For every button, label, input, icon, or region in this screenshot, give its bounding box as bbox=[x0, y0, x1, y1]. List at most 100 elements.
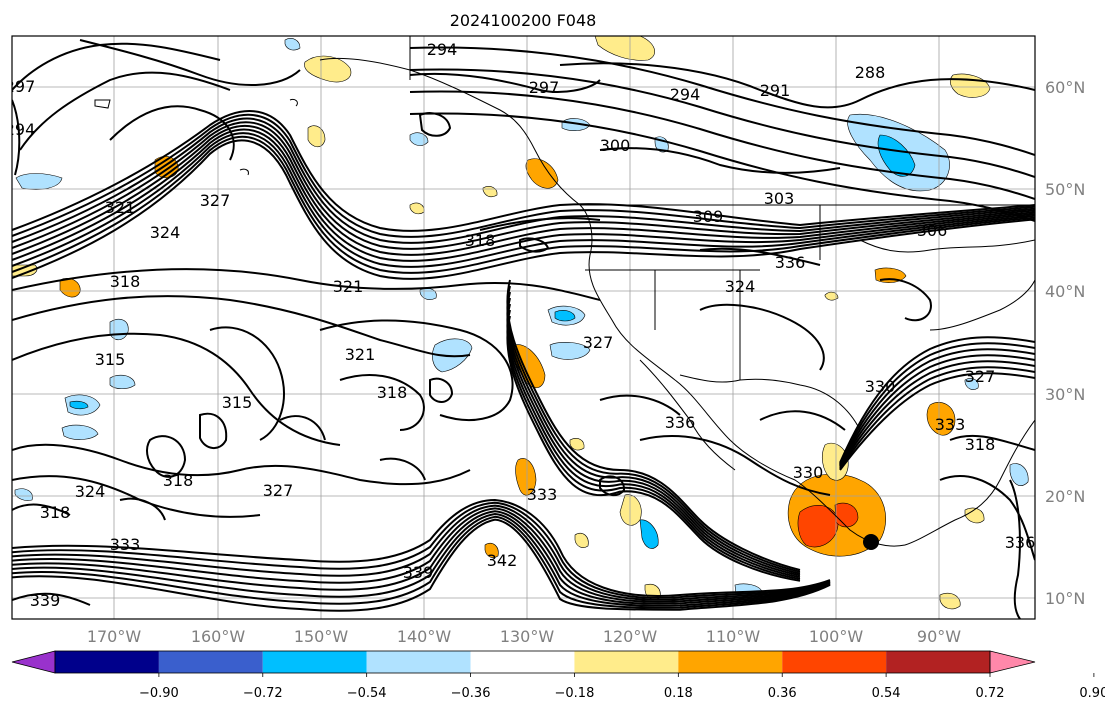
contour-line bbox=[12, 504, 831, 601]
contour-label: 315 bbox=[222, 393, 253, 412]
colorbar-segment bbox=[470, 651, 575, 673]
contour-line bbox=[479, 217, 601, 231]
contour-line bbox=[599, 475, 625, 496]
contour-label: 318 bbox=[110, 272, 141, 291]
lat-label: 20°N bbox=[1045, 487, 1085, 506]
shade-blob bbox=[939, 592, 961, 610]
colorbar bbox=[11, 650, 1036, 674]
contour-line bbox=[418, 112, 452, 137]
shade-blob bbox=[549, 341, 591, 360]
contour-line bbox=[12, 139, 1035, 280]
contour-label: 342 bbox=[487, 551, 518, 570]
shade-blob bbox=[409, 132, 429, 146]
contour-line bbox=[409, 46, 1035, 156]
shade-blob bbox=[926, 401, 956, 436]
contour-label: 294 bbox=[427, 40, 458, 59]
contour-line bbox=[199, 412, 228, 449]
colorbar-tick-label: 0.72 bbox=[976, 686, 1005, 701]
colorbar-extend-low bbox=[11, 650, 56, 674]
contour-line bbox=[839, 348, 1035, 466]
colorbar-tick-label: −0.90 bbox=[139, 686, 179, 701]
contour-line bbox=[12, 121, 1035, 250]
contour-line bbox=[519, 237, 550, 253]
contour-line bbox=[839, 372, 1035, 471]
contour-line bbox=[839, 336, 1035, 464]
contour-line bbox=[409, 68, 1035, 178]
contour-label: 333 bbox=[527, 485, 558, 504]
contour-line bbox=[12, 507, 831, 603]
shade-blob bbox=[284, 38, 301, 51]
contour-line bbox=[12, 503, 71, 516]
contour-line bbox=[12, 113, 1035, 238]
contour-line bbox=[12, 498, 831, 597]
contour-label: 327 bbox=[263, 481, 294, 500]
colorbar-segment bbox=[782, 651, 887, 673]
contour-line bbox=[639, 435, 831, 496]
colorbar-tick-label: −0.54 bbox=[347, 686, 387, 701]
contour-line bbox=[839, 354, 1035, 467]
contour-line bbox=[409, 112, 1035, 222]
contour-label: 318 bbox=[965, 435, 996, 454]
shade-blob bbox=[515, 458, 537, 496]
contour-line bbox=[506, 297, 801, 577]
contour-line bbox=[759, 410, 846, 431]
contour-line bbox=[339, 374, 425, 431]
contour-line bbox=[12, 501, 831, 599]
colorbar-segment bbox=[158, 651, 263, 673]
shade-blob bbox=[877, 134, 916, 177]
contour-label: 336 bbox=[665, 413, 696, 432]
contour-label: 303 bbox=[764, 189, 795, 208]
contour-line bbox=[12, 99, 21, 176]
contour-label: 336 bbox=[1005, 533, 1036, 552]
lon-label: 140°W bbox=[397, 627, 452, 646]
contour-label: 297 bbox=[529, 78, 560, 97]
map-frame bbox=[11, 35, 1036, 620]
contour-label: 333 bbox=[935, 415, 966, 434]
contour-line bbox=[1009, 479, 1021, 619]
contour-label: 321 bbox=[105, 198, 136, 217]
contour-line bbox=[506, 279, 801, 571]
shade-blob bbox=[569, 438, 585, 451]
shade-blob bbox=[824, 291, 839, 301]
contour-line bbox=[12, 332, 341, 446]
contour-line bbox=[506, 303, 801, 579]
colorbar-segment bbox=[55, 651, 159, 673]
shade-blob bbox=[797, 505, 839, 548]
contour-line bbox=[12, 128, 1035, 262]
lat-label: 10°N bbox=[1045, 589, 1085, 608]
shade-blob bbox=[1009, 463, 1029, 486]
lat-label: 60°N bbox=[1045, 78, 1085, 97]
shade-blob bbox=[61, 424, 99, 440]
contour-line bbox=[559, 62, 1035, 109]
contour-line bbox=[279, 415, 326, 441]
map-area: 294 297 294 288 291 300 303 309 306 297 294 321 327 3… bbox=[5, 36, 1036, 619]
contour-lines bbox=[12, 39, 1035, 619]
contour-label: 306 bbox=[917, 221, 948, 240]
contour-line bbox=[839, 360, 1035, 469]
contour-line bbox=[12, 510, 831, 605]
contour-label: 318 bbox=[465, 231, 496, 250]
contour-line bbox=[379, 457, 426, 481]
contour-label: 327 bbox=[200, 191, 231, 210]
lon-label: 90°W bbox=[917, 627, 961, 646]
contour-label: 294 bbox=[5, 120, 36, 139]
shade-blob bbox=[964, 507, 985, 524]
contour-label: 291 bbox=[760, 81, 791, 100]
lat-label: 50°N bbox=[1045, 180, 1085, 199]
contour-label: 318 bbox=[40, 503, 71, 522]
contour-label: 327 bbox=[583, 333, 614, 352]
shade-blob bbox=[304, 55, 352, 83]
colorbar-tick-label: −0.18 bbox=[555, 686, 595, 701]
contour-line bbox=[19, 71, 231, 151]
contour-label: 324 bbox=[75, 482, 106, 501]
contour-line bbox=[12, 110, 1035, 232]
contour-line bbox=[839, 342, 1035, 465]
contour-line bbox=[839, 366, 1035, 470]
contour-line bbox=[12, 443, 471, 486]
shade-blob bbox=[554, 310, 576, 322]
colorbar-segment bbox=[678, 651, 783, 673]
shade-blob bbox=[964, 378, 979, 390]
lon-label: 100°W bbox=[809, 627, 864, 646]
colorbar-tick-label: 0.54 bbox=[872, 686, 901, 701]
